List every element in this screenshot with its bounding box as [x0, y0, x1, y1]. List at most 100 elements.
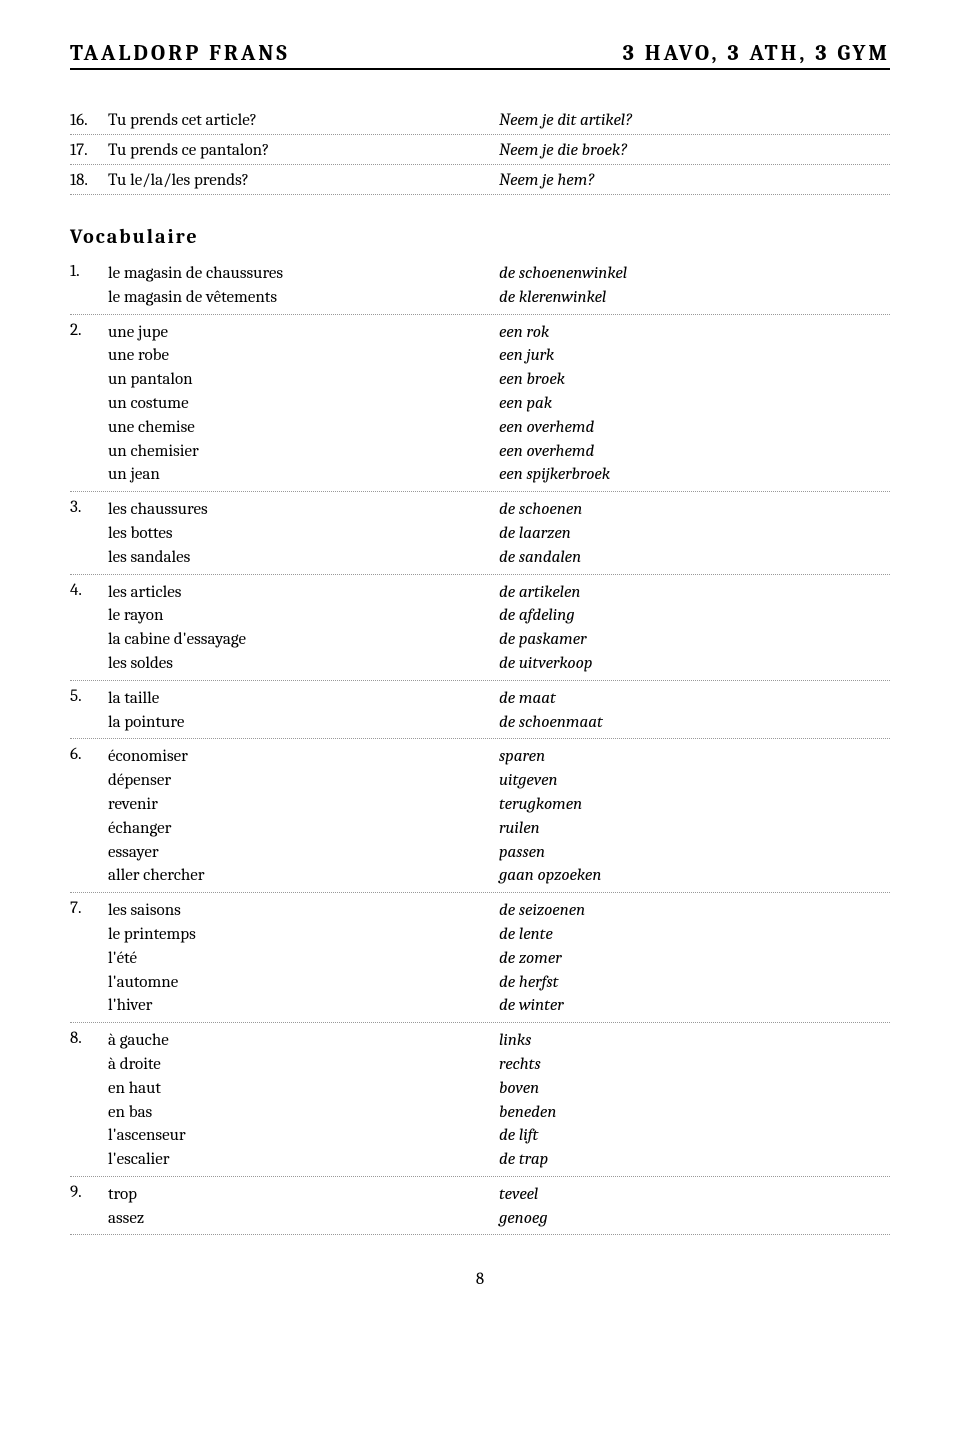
vocab-dutch-term: de laarzen — [499, 522, 890, 546]
vocab-dutch-col: een rokeen jurkeen broekeen pakeen overh… — [499, 321, 890, 488]
page-header: TAALDORP FRANS 3 HAVO, 3 ATH, 3 GYM — [70, 40, 890, 70]
vocab-dutch-term: een jurk — [499, 344, 890, 368]
vocab-dutch-term: een rok — [499, 321, 890, 345]
vocab-dutch-term: ruilen — [499, 817, 890, 841]
vocab-french-term: l'ascenseur — [108, 1124, 499, 1148]
vocab-french-col: les chaussuresles bottesles sandales — [108, 498, 499, 569]
vocab-french-col: les saisonsle printempsl'étél'automnel'h… — [108, 899, 499, 1018]
vocab-french-term: la cabine d'essayage — [108, 628, 499, 652]
vocab-dutch-term: de uitverkoop — [499, 652, 890, 676]
vocab-dutch-term: de trap — [499, 1148, 890, 1172]
vocab-row: 2.une jupeune robeun pantalonun costumeu… — [70, 315, 890, 492]
vocab-dutch-term: terugkomen — [499, 793, 890, 817]
vocab-dutch-term: genoeg — [499, 1207, 890, 1231]
vocab-dutch-col: de schoenende laarzende sandalen — [499, 498, 890, 569]
page-number: 8 — [70, 1270, 890, 1289]
vocab-french-term: échanger — [108, 817, 499, 841]
phrase-number: 16. — [70, 111, 108, 130]
vocab-french-col: le magasin de chaussuresle magasin de vê… — [108, 262, 499, 310]
vocab-french-col: la taillela pointure — [108, 687, 499, 735]
divider — [70, 1234, 890, 1235]
vocab-number: 5. — [70, 687, 108, 735]
phrase-row: 17.Tu prends ce pantalon?Neem je die bro… — [70, 135, 890, 164]
phrase-dutch: Neem je dit artikel? — [499, 111, 890, 130]
vocab-french-term: à droite — [108, 1053, 499, 1077]
phrase-number: 18. — [70, 171, 108, 190]
vocab-dutch-term: de maat — [499, 687, 890, 711]
vocab-row: 1.le magasin de chaussuresle magasin de … — [70, 256, 890, 314]
vocab-french-term: trop — [108, 1183, 499, 1207]
vocab-dutch-term: de sandalen — [499, 546, 890, 570]
vocab-french-term: le printemps — [108, 923, 499, 947]
vocab-french-term: les articles — [108, 581, 499, 605]
vocab-french-term: un costume — [108, 392, 499, 416]
vocab-french-term: les sandales — [108, 546, 499, 570]
vocab-french-term: une robe — [108, 344, 499, 368]
vocab-dutch-term: de herfst — [499, 971, 890, 995]
vocab-dutch-term: teveel — [499, 1183, 890, 1207]
vocab-french-term: revenir — [108, 793, 499, 817]
vocab-dutch-term: gaan opzoeken — [499, 864, 890, 888]
vocab-french-term: le rayon — [108, 604, 499, 628]
phrases-section: 16.Tu prends cet article?Neem je dit art… — [70, 105, 890, 195]
vocab-number: 4. — [70, 581, 108, 676]
vocab-number: 6. — [70, 745, 108, 888]
vocab-dutch-term: de afdeling — [499, 604, 890, 628]
vocab-dutch-term: een pak — [499, 392, 890, 416]
vocab-french-term: les bottes — [108, 522, 499, 546]
vocab-french-term: dépenser — [108, 769, 499, 793]
vocab-dutch-col: de schoenenwinkelde klerenwinkel — [499, 262, 890, 310]
vocab-title: Vocabulaire — [70, 225, 890, 248]
vocab-row: 4.les articlesle rayonla cabine d'essaya… — [70, 575, 890, 680]
vocab-dutch-term: een overhemd — [499, 440, 890, 464]
vocab-row: 3.les chaussuresles bottesles sandalesde… — [70, 492, 890, 573]
header-right: 3 HAVO, 3 ATH, 3 GYM — [623, 40, 890, 66]
vocab-french-term: les saisons — [108, 899, 499, 923]
vocab-french-term: en bas — [108, 1101, 499, 1125]
vocab-number: 1. — [70, 262, 108, 310]
vocab-section: 1.le magasin de chaussuresle magasin de … — [70, 256, 890, 1235]
vocab-dutch-term: een overhemd — [499, 416, 890, 440]
vocab-dutch-term: de seizoenen — [499, 899, 890, 923]
phrase-french: Tu prends cet article? — [108, 111, 499, 130]
vocab-dutch-term: de paskamer — [499, 628, 890, 652]
vocab-french-term: l'hiver — [108, 994, 499, 1018]
vocab-dutch-term: uitgeven — [499, 769, 890, 793]
vocab-french-term: essayer — [108, 841, 499, 865]
vocab-french-col: à gaucheà droiteen hauten basl'ascenseur… — [108, 1029, 499, 1172]
vocab-dutch-term: links — [499, 1029, 890, 1053]
vocab-french-col: les articlesle rayonla cabine d'essayage… — [108, 581, 499, 676]
vocab-french-term: une chemise — [108, 416, 499, 440]
vocab-row: 6.économiserdépenserreveniréchangeressay… — [70, 739, 890, 892]
vocab-dutch-term: de lente — [499, 923, 890, 947]
vocab-french-col: une jupeune robeun pantalonun costumeune… — [108, 321, 499, 488]
vocab-dutch-term: de klerenwinkel — [499, 286, 890, 310]
phrase-row: 18.Tu le/la/les prends?Neem je hem? — [70, 165, 890, 194]
vocab-number: 7. — [70, 899, 108, 1018]
phrase-french: Tu prends ce pantalon? — [108, 141, 499, 160]
vocab-french-term: une jupe — [108, 321, 499, 345]
header-left: TAALDORP FRANS — [70, 40, 290, 66]
vocab-french-term: l'escalier — [108, 1148, 499, 1172]
phrase-row: 16.Tu prends cet article?Neem je dit art… — [70, 105, 890, 134]
vocab-row: 7.les saisonsle printempsl'étél'automnel… — [70, 893, 890, 1022]
vocab-french-term: un jean — [108, 463, 499, 487]
vocab-dutch-term: boven — [499, 1077, 890, 1101]
vocab-dutch-term: de schoenmaat — [499, 711, 890, 735]
vocab-dutch-col: sparenuitgeventerugkomenruilenpassengaan… — [499, 745, 890, 888]
vocab-dutch-term: de schoenen — [499, 498, 890, 522]
vocab-french-term: un chemisier — [108, 440, 499, 464]
vocab-french-term: économiser — [108, 745, 499, 769]
vocab-french-term: le magasin de chaussures — [108, 262, 499, 286]
vocab-dutch-col: de seizoenende lentede zomerde herfstde … — [499, 899, 890, 1018]
vocab-french-term: à gauche — [108, 1029, 499, 1053]
vocab-dutch-col: teveelgenoeg — [499, 1183, 890, 1231]
vocab-dutch-term: een spijkerbroek — [499, 463, 890, 487]
phrase-dutch: Neem je die broek? — [499, 141, 890, 160]
divider — [70, 194, 890, 195]
vocab-row: 5.la taillela pointurede maatde schoenma… — [70, 681, 890, 739]
vocab-french-term: la taille — [108, 687, 499, 711]
vocab-french-col: tropassez — [108, 1183, 499, 1231]
vocab-french-term: le magasin de vêtements — [108, 286, 499, 310]
vocab-french-term: l'été — [108, 947, 499, 971]
